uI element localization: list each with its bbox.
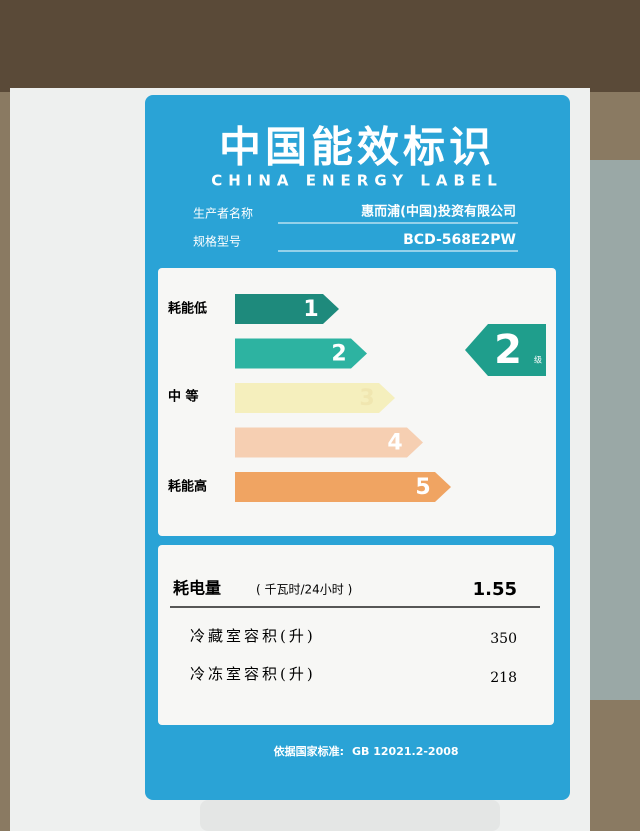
grade-number: 5 <box>415 475 430 500</box>
manufacturer: 惠而浦(中国)投资有限公司 <box>361 204 516 220</box>
side-panel <box>588 160 640 700</box>
grade-number: 4 <box>387 431 402 456</box>
photo: 中国能效标识 CHINA ENERGY LABEL 生产者名称 惠而浦(中国)投… <box>0 0 640 831</box>
title: 中国能效标识 <box>219 123 495 172</box>
side-label: 耗能高 <box>168 479 207 495</box>
grade-number: 2 <box>331 342 346 367</box>
standard-label: 依据国家标准: <box>274 744 344 758</box>
side-label: 耗能低 <box>168 301 207 317</box>
subtitle: CHINA ENERGY LABEL <box>211 172 503 190</box>
row-value: 350 <box>490 631 517 647</box>
standard: GB 12021.2-2008 <box>352 745 459 758</box>
rating-unit: 级 <box>534 355 542 365</box>
row-label: 冷冻室容积(升) <box>190 665 316 683</box>
row-label: 耗电量 <box>173 579 221 598</box>
row-unit: ( 千瓦时/24小时 ) <box>256 583 352 597</box>
model-label: 规格型号 <box>193 234 241 249</box>
rating: 2 <box>494 327 522 373</box>
grade-number: 3 <box>359 386 374 411</box>
row-value: 218 <box>490 670 517 686</box>
wall <box>0 0 640 92</box>
row-label: 冷藏室容积(升) <box>190 627 316 645</box>
handle <box>200 800 500 831</box>
model: BCD-568E2PW <box>403 232 516 248</box>
side-label: 中 等 <box>168 389 199 405</box>
manufacturer-label: 生产者名称 <box>193 206 253 221</box>
grade-bar <box>235 339 367 369</box>
grade-number: 1 <box>303 297 318 322</box>
row-value: 1.55 <box>473 579 517 600</box>
grade-bar <box>235 294 339 324</box>
